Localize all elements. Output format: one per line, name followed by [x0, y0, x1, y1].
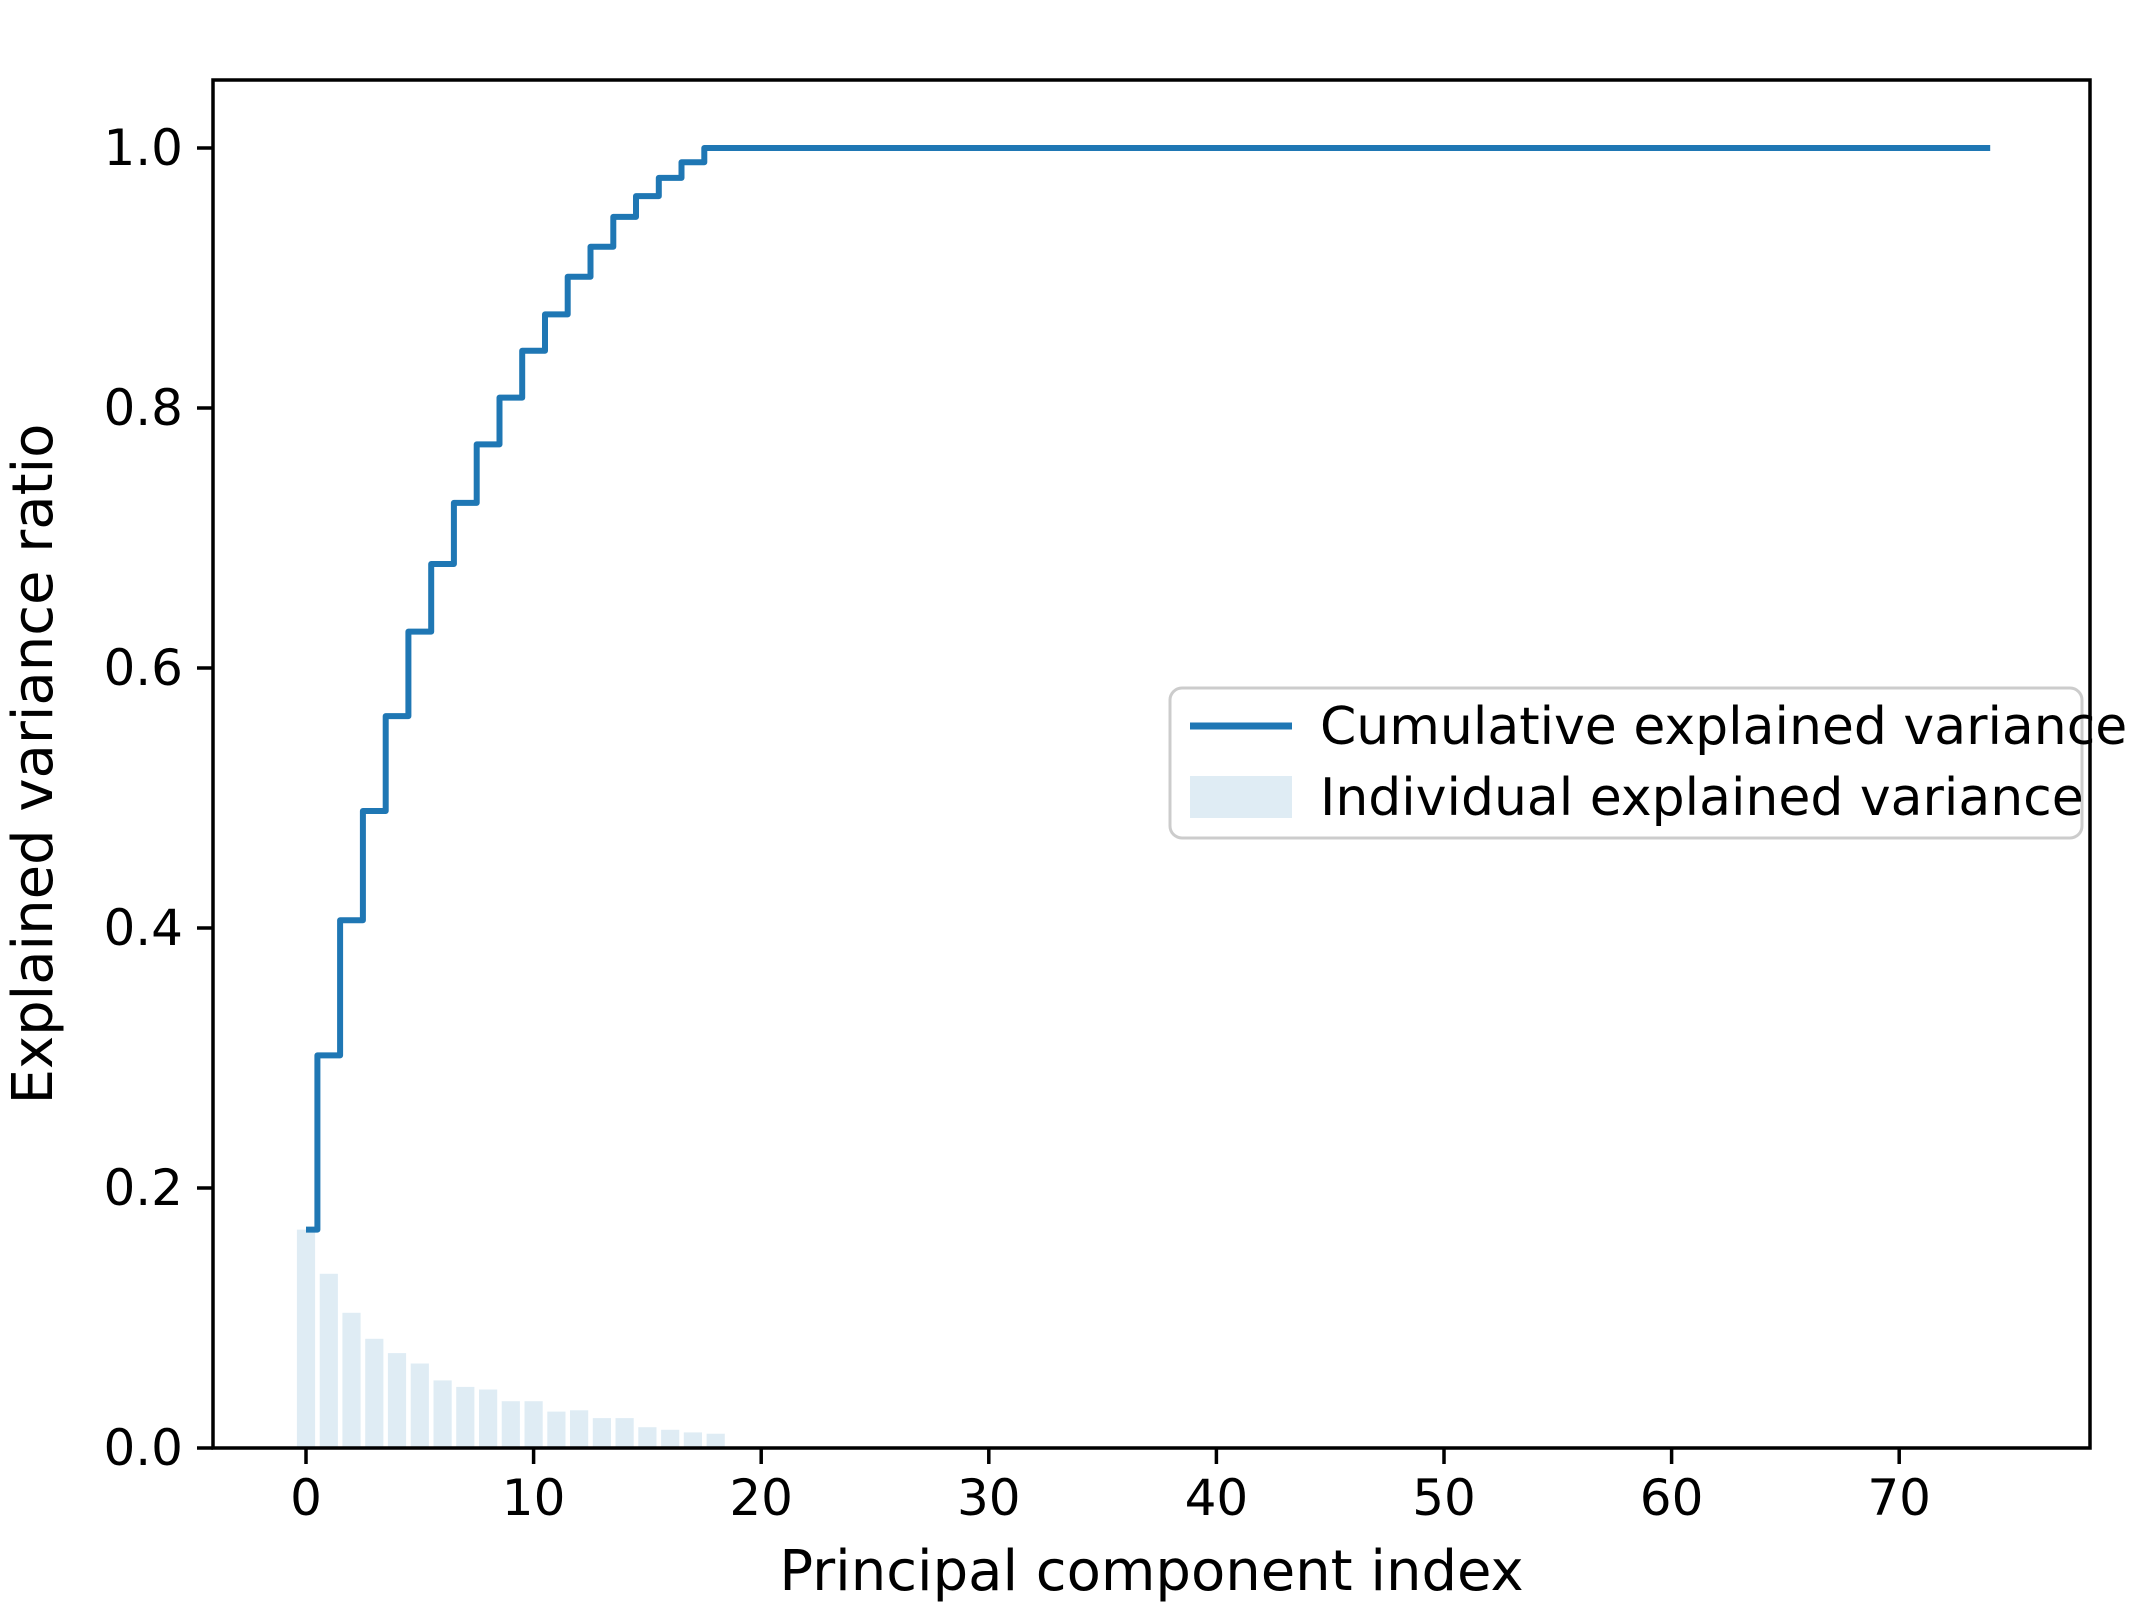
variance-bar [296, 1229, 316, 1448]
x-tick-label: 50 [1412, 1469, 1476, 1527]
y-tick-label: 0.2 [103, 1159, 183, 1217]
y-tick-label: 0.8 [103, 379, 183, 437]
variance-bar [342, 1312, 361, 1448]
cumulative-variance-line [306, 145, 1991, 1233]
variance-bar [661, 1429, 680, 1448]
plot-frame [211, 78, 2092, 1450]
y-tick-label: 1.0 [103, 119, 183, 177]
axis-ticks: 0 10 20 30 40 50 60 70 0.0 0.2 0.4 0.6 0.8 1.0 [103, 119, 1931, 1527]
variance-bar [592, 1418, 611, 1448]
variance-bar [456, 1386, 475, 1448]
variance-bar [570, 1410, 589, 1448]
x-tick-label: 20 [729, 1469, 793, 1527]
variance-bar [479, 1389, 498, 1448]
x-tick-label: 10 [502, 1469, 566, 1527]
y-tick-label: 0.6 [103, 639, 183, 697]
variance-bar [319, 1273, 338, 1448]
variance-bar [615, 1418, 634, 1448]
x-tick-label: 0 [290, 1469, 322, 1527]
variance-bar [524, 1401, 543, 1448]
variance-bar [410, 1363, 429, 1448]
y-tick-label: 0.0 [103, 1419, 183, 1477]
variance-bar [683, 1432, 702, 1448]
y-tick-label: 0.4 [103, 899, 183, 957]
variance-bar [387, 1353, 407, 1448]
legend-box [1168, 686, 2084, 840]
x-tick-label: 70 [1867, 1469, 1931, 1527]
variance-bar [501, 1401, 520, 1448]
x-tick-label: 40 [1185, 1469, 1249, 1527]
legend-label-cumulative: Cumulative explained variance [1320, 697, 2127, 757]
variance-bar [638, 1427, 657, 1448]
variance-bar [433, 1380, 452, 1448]
legend: Cumulative explained variance Individual … [1168, 686, 2127, 840]
x-tick-label: 60 [1640, 1469, 1704, 1527]
legend-patch-swatch [1190, 776, 1292, 818]
legend-label-individual: Individual explained variance [1320, 768, 2084, 828]
individual-variance-bars [296, 1229, 725, 1448]
x-tick-label: 30 [957, 1469, 1021, 1527]
x-axis-label: Principal component index [779, 1539, 1523, 1604]
variance-bar [706, 1433, 725, 1448]
y-axis-label: Explained variance ratio [1, 424, 66, 1105]
variance-bar [365, 1338, 384, 1448]
variance-bar [547, 1411, 566, 1448]
